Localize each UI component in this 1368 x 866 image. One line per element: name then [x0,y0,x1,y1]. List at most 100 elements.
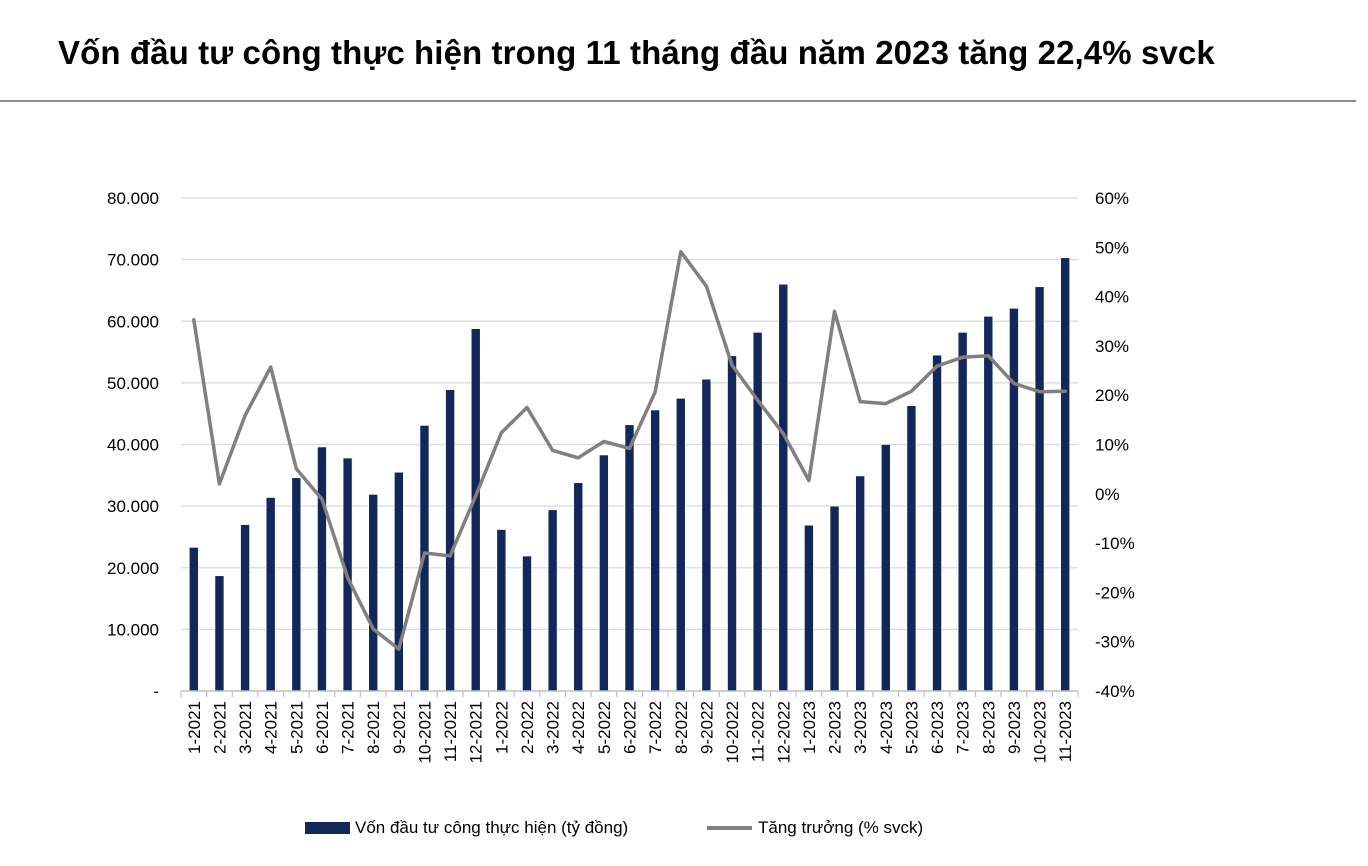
growth-point [858,400,862,404]
x-tick-label: 4-2021 [262,701,281,754]
x-tick-label: 11-2022 [749,701,768,762]
growth-point [756,398,760,402]
growth-point [525,405,529,410]
x-tick-label: 12-2021 [467,701,486,763]
x-tick-label: 11-2021 [441,701,460,762]
growth-point [1063,389,1067,393]
y-right-tick-label: -40% [1095,682,1135,701]
bar [522,555,532,692]
x-tick-label: 10-2022 [723,701,742,763]
growth-point [1012,381,1016,385]
x-tick-label: 4-2022 [569,701,588,754]
bar [727,355,737,692]
bar [573,482,584,692]
x-tick-label: 6-2021 [313,701,332,754]
title-divider [0,100,1356,102]
x-tick-label: 8-2023 [979,701,998,754]
y-right-tick-label: 10% [1095,436,1129,455]
growth-point [269,365,273,369]
bar [804,524,814,692]
x-tick-label: 8-2022 [672,701,691,754]
x-tick-label: 9-2021 [390,701,409,754]
growth-point [884,401,888,406]
x-tick-label: 4-2023 [877,701,896,754]
growth-point [320,497,324,501]
y-right-tick-label: -10% [1095,534,1135,553]
growth-point [602,439,606,444]
growth-point [294,467,298,471]
growth-point [679,250,683,254]
bar [650,409,660,692]
growth-point [807,478,811,483]
bar [394,471,404,692]
x-tick-label: 8-2021 [364,701,383,754]
y-left-tick-label: 70.000 [107,251,159,270]
y-left-tick-label: 30.000 [107,497,159,516]
x-tick-label: 3-2022 [544,701,563,754]
growth-point [448,554,452,558]
bar [265,497,276,692]
growth-point [1037,390,1042,394]
bar [829,505,840,692]
x-tick-label: 3-2021 [236,701,255,754]
y-right-tick-label: 20% [1095,386,1129,405]
x-tick-label: 5-2023 [902,701,921,754]
x-tick-label: 2-2022 [518,701,537,754]
bar [983,316,994,692]
growth-point [551,448,555,453]
x-tick-label: 6-2023 [928,701,947,754]
growth-point [781,432,785,436]
growth-point [986,354,990,358]
growth-point [627,446,632,451]
bar [368,494,379,692]
x-tick-label: 11-2023 [1056,701,1075,762]
y-right-tick-label: 30% [1095,337,1129,356]
growth-point [961,355,965,359]
bar [445,389,455,692]
growth-point [499,431,503,435]
bar [957,332,968,692]
growth-point [474,494,478,498]
bar [189,547,199,692]
bar [214,575,225,692]
legend-swatch-bar [305,822,350,834]
growth-point [192,318,196,322]
y-left-tick-label: 40.000 [107,436,159,455]
legend-swatch-line [707,826,752,830]
legend-item-line: Tăng trưởng (% svck) [707,818,923,838]
x-tick-label: 5-2022 [595,701,614,754]
y-right-tick-label: -30% [1095,633,1135,652]
growth-point [935,364,939,368]
x-tick-label: 10-2023 [1031,701,1050,763]
bar [470,328,481,692]
bar [932,354,942,692]
bar [906,405,917,692]
legend-item-bar: Vốn đầu tư công thực hiện (tỷ đồng) [305,818,628,838]
growth-point [371,627,375,631]
growth-point [422,551,427,555]
x-tick-label: 6-2022 [621,701,640,754]
growth-point [397,647,401,651]
bar [1009,308,1019,692]
x-tick-label: 2-2023 [826,701,845,754]
growth-point [576,456,580,460]
growth-point [832,309,837,313]
legend: Vốn đầu tư công thực hiện (tỷ đồng) Tăng… [0,818,1368,842]
growth-point [653,390,657,394]
x-tick-label: 7-2023 [954,701,973,754]
legend-label-line: Tăng trưởng (% svck) [758,818,924,837]
x-tick-label: 5-2021 [287,701,306,754]
x-tick-label: 9-2023 [1005,701,1024,754]
x-tick-label: 1-2021 [185,701,204,754]
x-tick-label: 1-2023 [800,701,819,754]
x-tick-label: 3-2023 [851,701,870,754]
legend-label-bar: Vốn đầu tư công thực hiện (tỷ đồng) [355,818,629,837]
y-left-tick-label: 80.000 [107,189,159,208]
bar [317,446,327,692]
y-left-tick-label: 10.000 [107,620,159,639]
growth-point [345,576,350,580]
y-right-tick-label: 40% [1095,288,1129,307]
x-tick-label: 9-2022 [697,701,716,754]
bar [675,397,686,692]
bar [1034,286,1045,692]
